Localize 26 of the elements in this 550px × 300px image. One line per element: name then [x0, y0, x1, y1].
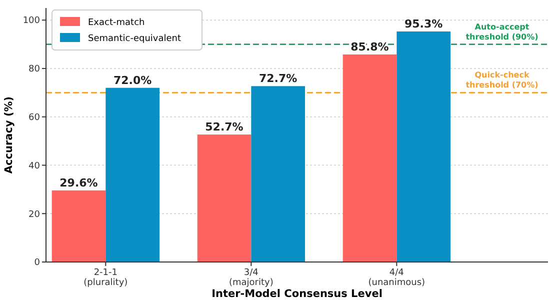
text: 95.3% [404, 17, 443, 30]
x-tick-label: 2-1-1 (plurality) [84, 268, 128, 288]
bar [342, 54, 397, 262]
y-tick-label: 60 [28, 113, 40, 124]
text: 72.0% [113, 74, 152, 87]
bar [396, 31, 451, 262]
x-tick-label: 4/4 (unanimous) [368, 268, 426, 288]
legend-label: Semantic-equivalent [88, 34, 182, 44]
y-tick-label: 40 [28, 161, 40, 172]
ref-line-label: Quick-check threshold (70%) [466, 70, 538, 90]
text: 52.7% [205, 120, 244, 134]
text: 29.6% [60, 176, 98, 190]
x-tick-label: 3/4 (majority) [228, 268, 274, 288]
y-tick-label: 100 [22, 16, 40, 26]
text: 72.7% [259, 72, 298, 86]
bar [251, 86, 306, 262]
y-tick-label: 80 [28, 64, 40, 75]
bar [106, 88, 160, 262]
bar [52, 190, 106, 262]
legend-label: Exact-match [88, 18, 145, 28]
y-tick-label: 0 [34, 258, 40, 268]
y-axis-title: Accuracy (%) [3, 96, 15, 174]
ref-line-label: Auto-accept threshold (90%) [466, 22, 538, 42]
bar [197, 134, 252, 262]
x-axis-title: Inter-Model Consensus Level [212, 288, 382, 300]
y-tick-label: 20 [28, 210, 40, 220]
